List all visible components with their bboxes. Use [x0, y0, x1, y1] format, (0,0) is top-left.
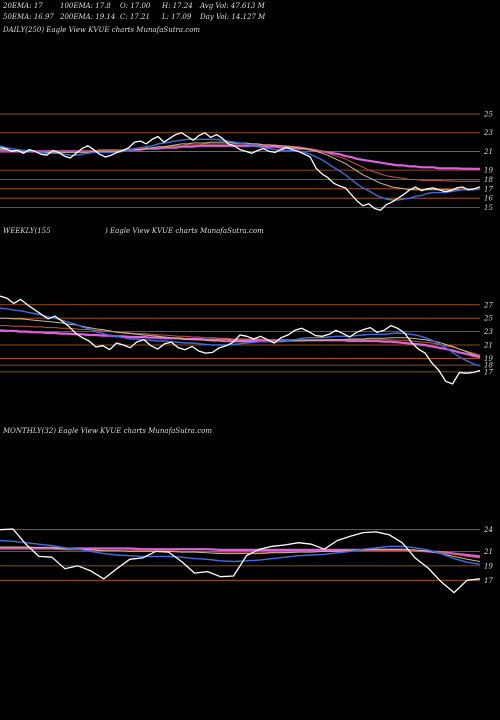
y-tick-label: 17: [484, 577, 493, 585]
stat-high: H: 17.24: [162, 2, 193, 10]
weekly-200ema-line: [0, 329, 481, 359]
y-tick-label: 19: [484, 562, 493, 570]
monthly-20ema-line: [0, 539, 481, 566]
weekly-panel-label-left: WEEKLY(155: [3, 227, 51, 235]
weekly-20ema-line: [0, 307, 481, 367]
weekly-price-line: [0, 295, 481, 385]
daily-price-line: [0, 132, 481, 211]
y-tick-label: 25: [483, 315, 493, 323]
stat-day-vol: Day Vol: 14.127 M: [200, 13, 266, 21]
y-tick-label: 19: [484, 355, 493, 363]
y-tick-label: 21: [483, 148, 493, 156]
stat-50ema: 50EMA: 16.97: [3, 13, 54, 21]
y-tick-label: 17: [484, 368, 493, 376]
weekly-100ema-line: [0, 325, 481, 356]
weekly-panel-label-right: ) Eagle View KVUE charts MunafaSutra.com: [105, 227, 264, 235]
monthly-panel-label: MONTHLY(32) Eagle View KVUE charts Munaf…: [3, 427, 212, 435]
daily-panel-label: DAILY(250) Eagle View KVUE charts Munafa…: [3, 26, 201, 34]
stat-100ema: 100EMA: 17.8: [60, 2, 111, 10]
stat-200ema: 200EMA: 19.14: [60, 13, 116, 21]
stat-20ema: 20EMA: 17: [3, 2, 43, 10]
stat-open: O: 17.00: [120, 2, 151, 10]
y-tick-label: 21: [483, 342, 493, 350]
y-tick-label: 18: [484, 362, 493, 370]
stat-avg-vol: Avg Vol: 47.613 M: [200, 2, 265, 10]
y-tick-label: 19: [484, 167, 493, 175]
stat-low: L: 17.09: [162, 13, 192, 21]
stat-close: C: 17.21: [120, 13, 150, 21]
y-tick-label: 16: [484, 195, 493, 203]
daily-100ema-line: [0, 143, 480, 182]
y-tick-label: 27: [483, 301, 493, 309]
monthly-price-line: [0, 528, 481, 594]
y-tick-label: 24: [483, 526, 493, 534]
y-tick-label: 18: [484, 176, 493, 184]
monthly-chart: 24 21 19 17: [0, 526, 493, 594]
y-tick-label: 25: [483, 111, 493, 119]
y-tick-label: 15: [484, 204, 493, 212]
daily-20ema-line: [0, 138, 481, 201]
y-tick-label: 23: [483, 328, 493, 336]
y-tick-label: 21: [483, 548, 493, 556]
y-tick-label: 23: [483, 129, 493, 137]
y-tick-label: 17: [484, 185, 493, 193]
monthly-200ema-line: [0, 546, 481, 558]
